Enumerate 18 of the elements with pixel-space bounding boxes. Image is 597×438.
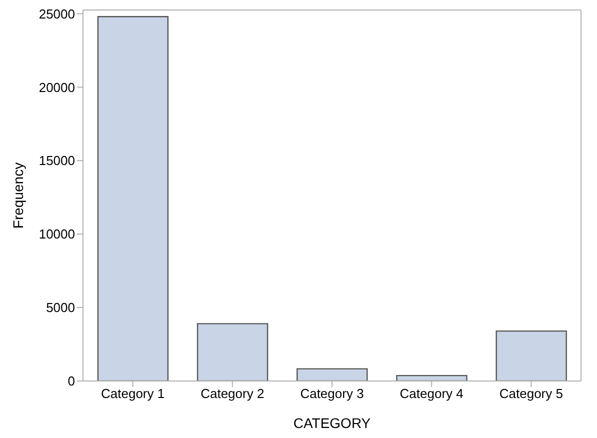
x-tick-label: Category 4 [400,386,464,402]
y-axis-title: Frequency [10,162,26,229]
y-tick-label: 0 [68,374,75,389]
y-tick-label: 25000 [38,6,75,22]
x-tick-label: Category 1 [101,386,165,402]
y-tick-label: 15000 [38,153,75,168]
x-tick-label: Category 5 [499,386,563,402]
bar [296,368,368,381]
bar [496,330,567,381]
y-tick-label: 20000 [38,80,75,95]
bar [196,323,268,381]
x-tick-label: Category 3 [300,386,364,402]
x-tick-label: Category 2 [200,386,264,402]
y-tick-label: 10000 [38,226,75,242]
x-axis-title: CATEGORY [293,415,372,431]
y-tick-label: 5000 [46,300,75,316]
bar [396,374,468,381]
bar [97,16,169,381]
